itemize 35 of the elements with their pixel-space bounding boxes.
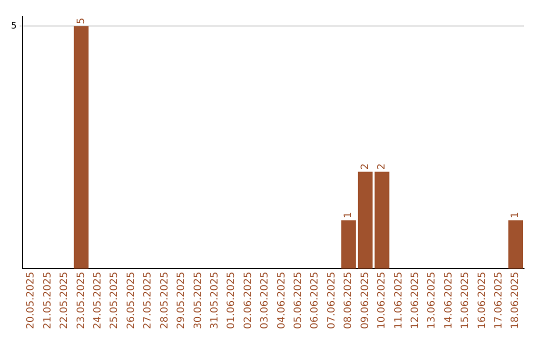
- x-tick-label: 02.06.2025: [242, 272, 254, 330]
- data-label: 5: [76, 18, 87, 24]
- x-tick-label: 11.06.2025: [393, 272, 404, 330]
- x-tick-label: 16.06.2025: [476, 272, 488, 330]
- x-tick-label: 08.06.2025: [343, 272, 354, 330]
- x-tick-label: 31.05.2025: [209, 272, 220, 330]
- data-label: 1: [510, 212, 522, 218]
- x-tick-label: 21.05.2025: [42, 272, 54, 330]
- x-tick-label: 13.06.2025: [426, 272, 438, 330]
- x-tick-label: 24.05.2025: [92, 272, 104, 330]
- x-tick-label: 22.05.2025: [59, 272, 70, 330]
- x-tick-label: 03.06.2025: [260, 272, 271, 330]
- x-tick-label: 26.05.2025: [126, 272, 137, 330]
- x-tick-label: 10.06.2025: [376, 272, 388, 330]
- data-label: 2: [360, 163, 371, 170]
- x-tick-label: 04.06.2025: [276, 272, 288, 330]
- x-tick-label: 12.06.2025: [410, 272, 421, 330]
- x-tick-label: 15.06.2025: [460, 272, 472, 330]
- x-tick-label: 09.06.2025: [360, 272, 371, 330]
- data-label: 1: [343, 212, 354, 218]
- x-tick-label: 06.06.2025: [310, 272, 321, 330]
- x-tick-label: 29.05.2025: [176, 272, 188, 330]
- x-tick-label: 30.05.2025: [192, 272, 204, 330]
- x-tick-label: 20.05.2025: [26, 272, 37, 330]
- x-tick-label: 18.06.2025: [510, 272, 522, 330]
- x-tick-label: 01.06.2025: [226, 272, 238, 330]
- x-tick-label: 27.05.2025: [142, 272, 154, 330]
- x-tick-label: 05.06.2025: [293, 272, 304, 330]
- x-tick-label: 07.06.2025: [326, 272, 338, 330]
- x-tick-label: 28.05.2025: [159, 272, 170, 330]
- x-tick-label: 25.05.2025: [109, 272, 120, 330]
- x-tick-label: 14.06.2025: [443, 272, 454, 330]
- x-tick-label: 17.06.2025: [494, 272, 505, 330]
- data-label: 2: [376, 163, 388, 170]
- x-tick-label: 23.05.2025: [76, 272, 87, 330]
